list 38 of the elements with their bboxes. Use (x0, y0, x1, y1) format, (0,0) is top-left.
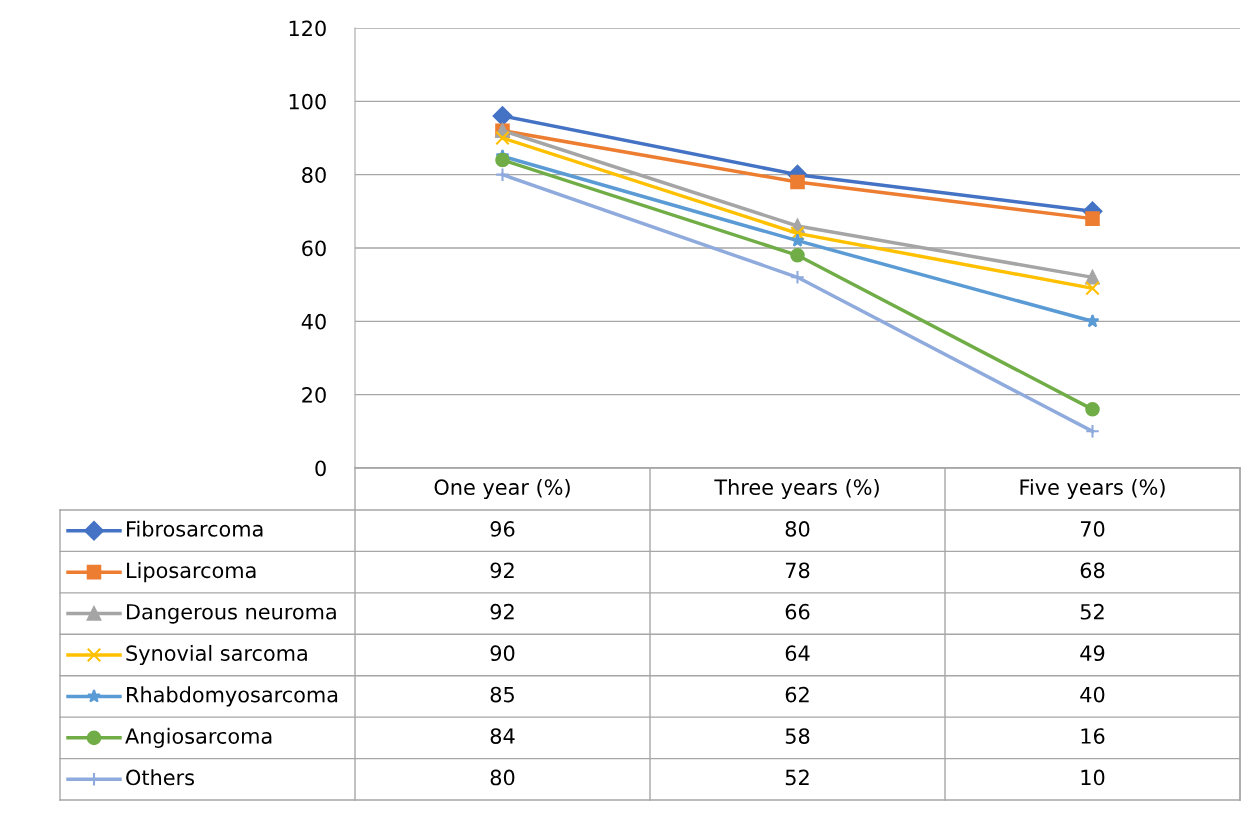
legend-label: Others (126, 769, 194, 786)
data-label: 96 (490, 521, 515, 537)
data-label: 52 (1080, 603, 1104, 620)
y-tick-label: 40 (301, 313, 326, 330)
data-label: 80 (490, 769, 515, 786)
legend-label: Synovial sarcoma (126, 644, 307, 666)
y-tick-label: 60 (302, 240, 326, 257)
data-label: 66 (785, 603, 810, 620)
data-label: 10 (1081, 769, 1105, 786)
data-label: 62 (785, 686, 809, 703)
y-tick-label: 80 (302, 167, 326, 183)
data-label: 16 (1081, 728, 1105, 744)
x-tick-label: Three years (%) (714, 478, 879, 500)
legend-label: Dangerous neuroma (127, 604, 336, 624)
y-tick-label: 120 (289, 20, 326, 37)
data-label: 64 (785, 645, 810, 662)
data-label: 52 (785, 769, 809, 786)
x-tick-label: One year (%) (434, 478, 570, 500)
data-label: 84 (490, 728, 515, 744)
y-tick-label: 20 (302, 387, 326, 403)
data-label: 49 (1080, 645, 1105, 662)
y-tick-label: 100 (289, 93, 326, 110)
legend-label: Liposarcoma (127, 562, 256, 583)
x-tick-label: Five years (%) (1020, 478, 1165, 500)
data-label: 90 (490, 645, 515, 662)
data-label: 80 (785, 521, 810, 537)
y-tick-label: 0 (315, 460, 326, 477)
data-label: 40 (1080, 686, 1105, 703)
data-label: 78 (785, 562, 810, 579)
legend-label: Rhabdomyosarcoma (127, 686, 338, 707)
legend-label: Angiosarcoma (125, 727, 272, 748)
legend-label: Fibrosarcoma (127, 520, 263, 537)
data-label: 85 (490, 686, 514, 703)
data-label: 68 (1080, 562, 1105, 579)
data-label: 92 (490, 562, 514, 579)
data-label: 70 (1080, 521, 1105, 537)
data-label: 92 (490, 603, 514, 620)
data-label: 58 (785, 728, 810, 744)
